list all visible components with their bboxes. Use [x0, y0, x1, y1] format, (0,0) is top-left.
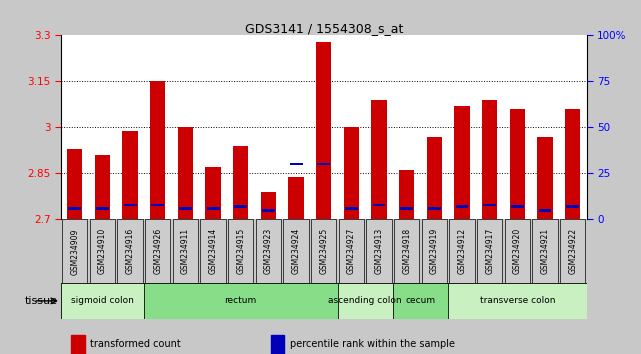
Bar — [67, 149, 82, 219]
FancyBboxPatch shape — [338, 219, 364, 283]
Bar — [178, 127, 193, 219]
FancyBboxPatch shape — [62, 219, 87, 283]
Text: ascending colon: ascending colon — [328, 296, 402, 306]
Text: GSM234923: GSM234923 — [264, 228, 273, 274]
Text: GSM234917: GSM234917 — [485, 228, 494, 274]
Bar — [371, 100, 387, 219]
Text: GSM234914: GSM234914 — [208, 228, 217, 274]
Bar — [122, 131, 138, 219]
Bar — [482, 100, 497, 219]
FancyBboxPatch shape — [393, 283, 448, 319]
FancyBboxPatch shape — [61, 283, 144, 319]
Text: GSM234922: GSM234922 — [568, 228, 577, 274]
FancyBboxPatch shape — [144, 283, 338, 319]
Bar — [400, 207, 413, 210]
FancyBboxPatch shape — [449, 219, 475, 283]
Bar — [454, 106, 470, 219]
FancyBboxPatch shape — [448, 283, 587, 319]
Text: GSM234913: GSM234913 — [374, 228, 383, 274]
Bar — [95, 155, 110, 219]
Bar — [150, 81, 165, 219]
FancyBboxPatch shape — [504, 219, 530, 283]
Bar — [428, 207, 441, 210]
Bar — [372, 204, 385, 206]
Text: GSM234911: GSM234911 — [181, 228, 190, 274]
Text: percentile rank within the sample: percentile rank within the sample — [290, 339, 454, 349]
Text: sigmoid colon: sigmoid colon — [71, 296, 134, 306]
FancyBboxPatch shape — [283, 219, 309, 283]
Bar — [456, 205, 469, 208]
Bar — [399, 170, 414, 219]
Text: GSM234909: GSM234909 — [71, 228, 79, 275]
Bar — [317, 163, 330, 165]
FancyBboxPatch shape — [366, 219, 392, 283]
Text: GSM234919: GSM234919 — [430, 228, 439, 274]
Bar — [316, 41, 331, 219]
FancyBboxPatch shape — [201, 219, 226, 283]
Bar — [537, 137, 553, 219]
FancyBboxPatch shape — [172, 219, 198, 283]
Text: transformed count: transformed count — [90, 339, 181, 349]
Text: GSM234921: GSM234921 — [540, 228, 549, 274]
Text: rectum: rectum — [224, 296, 257, 306]
Bar — [566, 205, 579, 208]
FancyBboxPatch shape — [311, 219, 337, 283]
Bar — [205, 167, 221, 219]
FancyBboxPatch shape — [256, 219, 281, 283]
Bar — [71, 335, 85, 354]
Text: GSM234927: GSM234927 — [347, 228, 356, 274]
FancyBboxPatch shape — [145, 219, 171, 283]
FancyBboxPatch shape — [477, 219, 503, 283]
FancyBboxPatch shape — [338, 283, 393, 319]
FancyBboxPatch shape — [228, 219, 253, 283]
Bar — [510, 109, 525, 219]
Text: GSM234916: GSM234916 — [126, 228, 135, 274]
Bar — [511, 205, 524, 208]
FancyBboxPatch shape — [532, 219, 558, 283]
FancyBboxPatch shape — [394, 219, 419, 283]
Bar — [96, 207, 109, 210]
Bar — [151, 204, 164, 206]
Bar — [124, 204, 137, 206]
Bar — [261, 192, 276, 219]
Bar — [290, 163, 303, 165]
Text: GSM234918: GSM234918 — [402, 228, 411, 274]
Text: GSM234924: GSM234924 — [292, 228, 301, 274]
Bar — [206, 207, 219, 210]
Bar — [262, 209, 275, 211]
FancyBboxPatch shape — [90, 219, 115, 283]
Bar — [288, 177, 304, 219]
FancyBboxPatch shape — [560, 219, 585, 283]
Bar — [179, 207, 192, 210]
Bar — [538, 209, 551, 211]
Bar — [565, 109, 580, 219]
Text: cecum: cecum — [406, 296, 436, 306]
Bar — [344, 127, 359, 219]
Bar — [345, 207, 358, 210]
Text: GSM234915: GSM234915 — [237, 228, 246, 274]
Text: GSM234912: GSM234912 — [458, 228, 467, 274]
Text: GSM234926: GSM234926 — [153, 228, 162, 274]
Text: tissue: tissue — [25, 296, 58, 306]
Bar — [483, 204, 496, 206]
Text: GSM234925: GSM234925 — [319, 228, 328, 274]
FancyBboxPatch shape — [117, 219, 143, 283]
Text: GSM234910: GSM234910 — [98, 228, 107, 274]
FancyBboxPatch shape — [422, 219, 447, 283]
Text: transverse colon: transverse colon — [479, 296, 555, 306]
Bar — [271, 335, 285, 354]
Text: GSM234920: GSM234920 — [513, 228, 522, 274]
Bar — [427, 137, 442, 219]
Bar — [234, 205, 247, 208]
Bar — [68, 207, 81, 210]
Text: GDS3141 / 1554308_s_at: GDS3141 / 1554308_s_at — [244, 22, 403, 35]
Bar — [233, 146, 248, 219]
